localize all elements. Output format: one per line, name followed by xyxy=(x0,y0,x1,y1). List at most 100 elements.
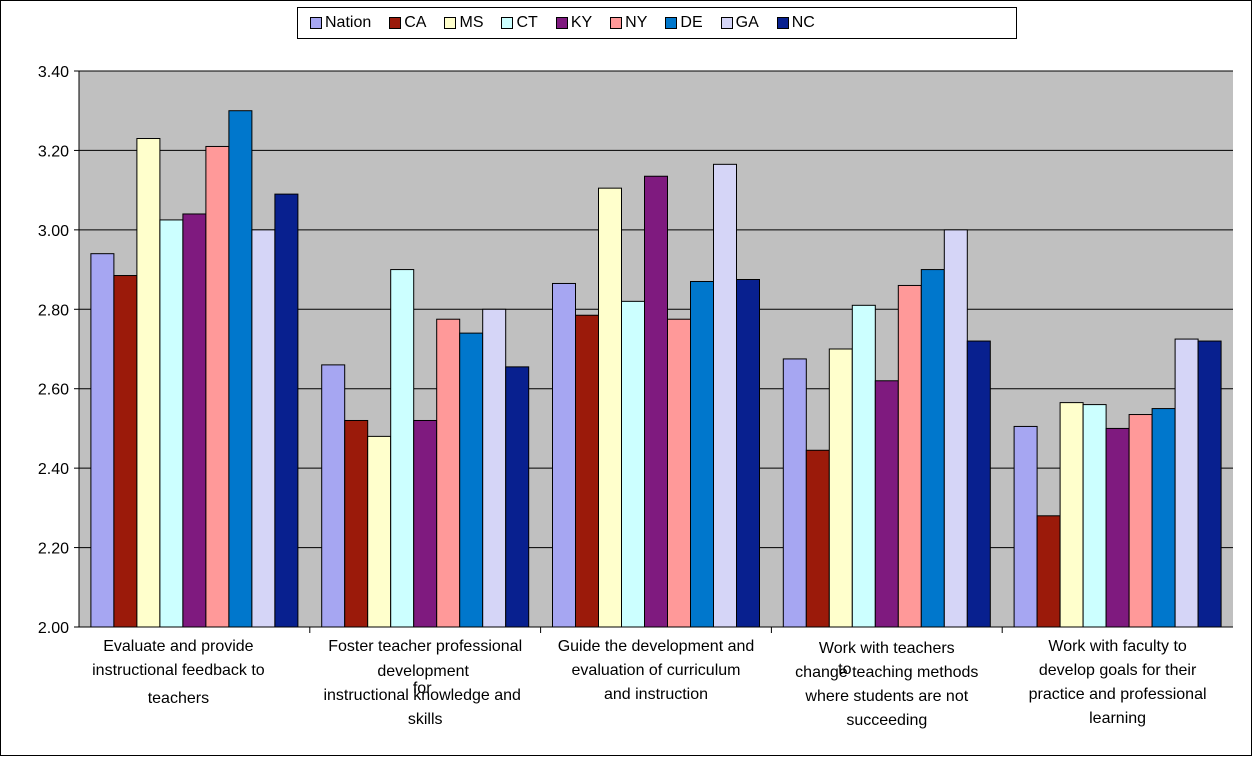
bar-ky xyxy=(1105,427,1130,628)
legend-item-de: DE xyxy=(665,14,703,32)
bar-ky xyxy=(182,213,207,628)
bar-ct xyxy=(1082,404,1107,628)
bar-ca xyxy=(344,419,369,628)
bar-ky xyxy=(644,175,668,628)
category-label: develop goals for their xyxy=(1039,662,1197,679)
bar-ga xyxy=(943,229,968,628)
bar-ct xyxy=(851,304,876,628)
y-tick-label: 2.60 xyxy=(38,382,69,399)
legend-label: CT xyxy=(516,14,538,31)
bar-de xyxy=(920,269,945,628)
y-tick-label: 2.40 xyxy=(38,461,69,478)
bar-de xyxy=(1151,408,1176,628)
legend-item-ct: CT xyxy=(501,14,538,32)
bar-ca xyxy=(805,449,830,628)
legend-label: KY xyxy=(570,14,593,31)
legend-swatch xyxy=(555,17,568,29)
category-label: Evaluate and provide xyxy=(103,638,253,655)
category-label: change teaching methods xyxy=(795,664,978,681)
category-label: instructional knowledge and xyxy=(323,687,520,704)
bar-nc xyxy=(274,193,299,628)
bar-ny xyxy=(205,145,230,628)
legend-swatch xyxy=(776,17,789,29)
legend-label: MS xyxy=(459,14,484,31)
bar-nc xyxy=(736,279,760,628)
legend-label: Nation xyxy=(325,14,372,31)
bar-nc xyxy=(1197,340,1222,628)
legend-swatch xyxy=(389,17,402,29)
bar-ms xyxy=(136,138,161,628)
category-label: instructional feedback to xyxy=(92,662,265,679)
bar-nc xyxy=(966,340,991,628)
category-label: development xyxy=(377,663,469,680)
bar-ca xyxy=(575,314,599,628)
bar-nation xyxy=(782,358,807,628)
category-label: Foster teacher professional xyxy=(328,638,522,655)
bar-nc xyxy=(505,366,530,628)
bar-de xyxy=(690,280,714,628)
bar-ky xyxy=(413,419,438,628)
bar-ga xyxy=(251,229,276,628)
category-label: to xyxy=(838,661,851,678)
y-tick-label: 3.20 xyxy=(38,143,69,160)
category-label: Work with faculty to xyxy=(1048,638,1187,655)
y-tick-label: 2.00 xyxy=(38,620,69,637)
legend-item-ca: CA xyxy=(389,14,426,32)
legend-swatch xyxy=(665,17,678,29)
bar-ct xyxy=(390,269,415,628)
legend-label: CA xyxy=(404,14,427,31)
bar-ms xyxy=(828,348,853,628)
bar-ga xyxy=(1174,338,1199,628)
bar-ca xyxy=(113,275,138,628)
y-tick-label: 2.80 xyxy=(38,302,69,319)
legend-swatch xyxy=(444,17,457,29)
category-label: for xyxy=(413,680,432,697)
bar-nation xyxy=(90,253,115,628)
legend-swatch xyxy=(720,17,733,29)
bar-nation xyxy=(321,364,346,628)
legend: Nation CA MS CT KY NY DE GA NC xyxy=(297,7,1017,39)
legend-item-ms: MS xyxy=(444,14,483,32)
bar-de xyxy=(228,110,253,628)
legend-label: NY xyxy=(625,14,648,31)
category-label: evaluation of curriculum xyxy=(572,662,741,679)
category-label: Guide the development and xyxy=(558,638,755,655)
bar-ga xyxy=(482,308,507,628)
category-label: skills xyxy=(408,711,443,728)
y-tick-label: 2.20 xyxy=(38,541,69,558)
legend-item-ky: KY xyxy=(555,14,593,32)
category-label: teachers xyxy=(148,690,209,707)
bar-nation xyxy=(1013,425,1038,628)
legend-item-ga: GA xyxy=(720,14,759,32)
y-tick-label: 3.00 xyxy=(38,223,69,240)
category-label: learning xyxy=(1089,710,1146,727)
bar-ky xyxy=(874,380,899,628)
bar-ny xyxy=(897,284,922,628)
bar-ga xyxy=(713,163,737,628)
legend-label: DE xyxy=(680,14,703,31)
category-label: and instruction xyxy=(604,686,708,703)
legend-swatch xyxy=(310,17,322,29)
bar-ct xyxy=(159,219,184,628)
bar-ny xyxy=(667,318,691,628)
category-label: succeeding xyxy=(846,712,927,729)
legend-label: GA xyxy=(735,14,759,31)
y-tick-label: 3.40 xyxy=(38,64,69,81)
legend-item-nation: Nation xyxy=(310,14,371,32)
legend-swatch xyxy=(610,17,623,29)
bar-de xyxy=(459,332,484,628)
bar-ct xyxy=(621,300,645,628)
legend-label: NC xyxy=(791,14,815,31)
legend-item-nc: NC xyxy=(776,14,815,32)
category-label: where students are not xyxy=(804,688,968,705)
legend-swatch xyxy=(501,17,514,29)
category-label: Work with teachers xyxy=(819,640,955,657)
bar-ny xyxy=(436,318,461,628)
bar-ca xyxy=(1036,515,1061,628)
legend-item-ny: NY xyxy=(610,14,647,32)
bar-ms xyxy=(598,187,622,628)
bar-ms xyxy=(367,435,392,628)
category-label: practice and professional xyxy=(1029,686,1207,703)
